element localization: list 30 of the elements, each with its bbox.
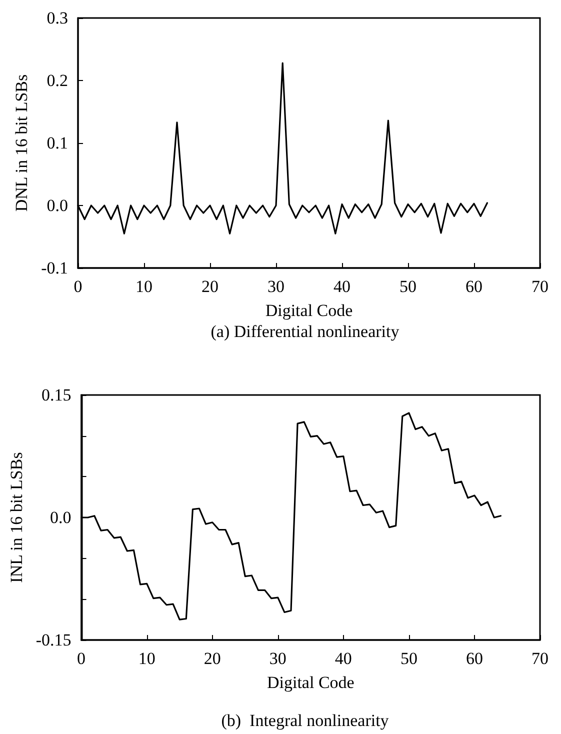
text: (b) Integral nonlinearity	[221, 711, 390, 730]
y-tick-label: 0.2	[46, 71, 68, 90]
y-axis-title: DNL in 16 bit LSBs	[12, 74, 31, 212]
x-tick-label: 20	[202, 277, 218, 296]
x-tick-label: 40	[334, 649, 352, 668]
y-tick-label: -0.15	[36, 630, 72, 650]
x-tick-label: 60	[466, 277, 482, 296]
y-tick-label: -0.1	[41, 258, 68, 278]
y-axis-title: INL in 16 bit LSBs	[7, 452, 26, 583]
x-tick-label: 60	[466, 649, 483, 668]
y-tick-label: 0.3	[46, 8, 68, 28]
x-tick-label: 30	[269, 649, 286, 668]
x-axis-title: Digital Code	[265, 301, 353, 320]
y-tick-label: 0.1	[46, 134, 68, 152]
x-axis-title: Digital Code	[266, 673, 354, 692]
text: (a) Differential nonlinearity	[210, 322, 400, 341]
y-tick-label: 0.0	[50, 508, 72, 527]
y-tick-label: 0.0	[46, 196, 68, 215]
x-tick-label: 70	[532, 277, 548, 296]
x-tick-label: 20	[204, 649, 221, 668]
x-tick-label: 50	[400, 649, 418, 668]
x-tick-label: 10	[136, 277, 152, 296]
x-tick-label: 30	[268, 277, 284, 296]
x-tick-label: 40	[334, 277, 350, 296]
y-tick-label: 0.15	[42, 386, 72, 404]
x-tick-label: 0	[77, 649, 86, 668]
x-tick-label: 10	[138, 649, 156, 668]
x-tick-label: 0	[74, 277, 82, 296]
x-tick-label: 50	[400, 277, 416, 296]
x-tick-label: 70	[532, 649, 548, 668]
